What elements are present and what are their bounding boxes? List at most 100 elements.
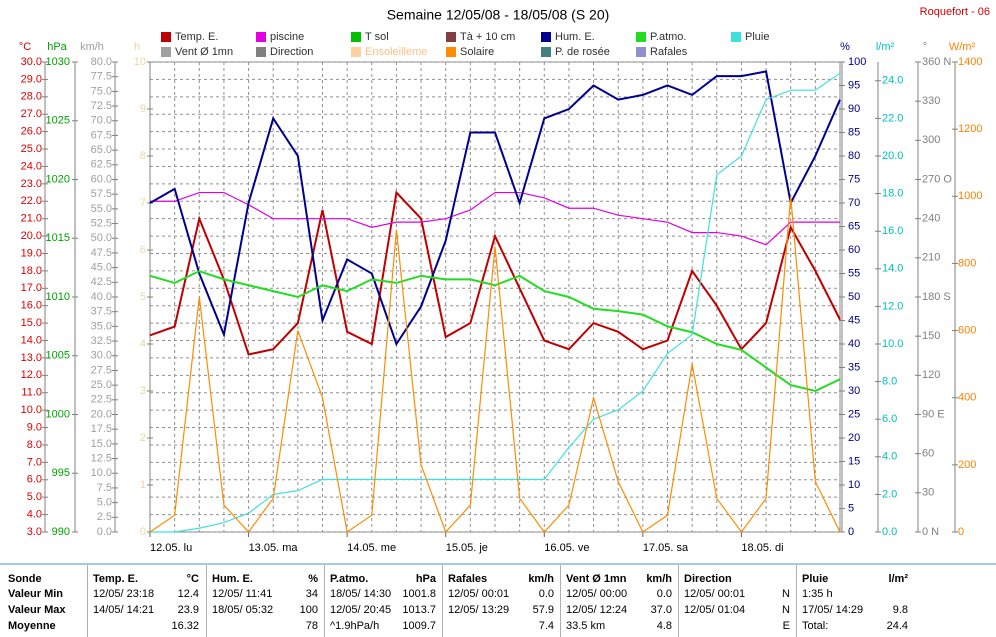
column-sep <box>678 565 679 637</box>
column-name: Vent Ø 1mn <box>566 573 627 585</box>
y-tick-label: 30 <box>922 487 934 499</box>
series-line <box>149 70 841 347</box>
x-tick-label: 15.05. je <box>446 542 488 554</box>
row-label: Valeur Max <box>8 604 66 616</box>
legend-label: Hum. E. <box>555 31 595 43</box>
y-tick-label: 9 <box>140 103 146 115</box>
y-tick-label: 75.0 <box>91 85 112 97</box>
cell-left: 12/05/ 00:01 <box>448 588 510 600</box>
y-tick-label: 28.0 <box>21 91 42 103</box>
series-line <box>149 196 841 534</box>
cell-left: 12/05/ 11:41 <box>212 588 273 600</box>
legend-swatch <box>541 47 551 57</box>
y-tick-label: 400 <box>958 392 976 404</box>
cell-left: 33.5 km <box>566 620 606 632</box>
y-tick-label: 800 <box>958 257 976 269</box>
legend-label: P.atmo. <box>650 31 687 43</box>
legend-swatch <box>446 32 456 42</box>
x-tick-label: 17.05. sa <box>643 542 689 554</box>
column-unit: km/h <box>528 573 554 585</box>
y-tick-label: 120 <box>922 369 940 381</box>
y-tick-label: 27.5 <box>91 364 112 376</box>
y-tick-label: 70 <box>848 197 860 209</box>
axis-unit: hPa <box>47 41 67 53</box>
y-tick-label: 10.0 <box>91 467 112 479</box>
y-tick-label: 18.0 <box>21 265 42 277</box>
y-tick-label: 65 <box>848 220 860 232</box>
x-tick-label: 16.05. ve <box>544 542 589 554</box>
y-tick-label: 5 <box>848 502 854 514</box>
legend-label: Tà + 10 cm <box>460 31 515 43</box>
y-tick-label: 16.0 <box>882 225 903 237</box>
y-tick-label: 1015 <box>46 232 70 244</box>
legend-label: T sol <box>365 31 389 43</box>
y-tick-label: 7 <box>140 197 146 209</box>
y-tick-label: 240 <box>922 213 940 225</box>
column-name: Temp. E. <box>93 573 139 585</box>
y-tick-label: 1025 <box>46 115 70 127</box>
y-tick-label: 990 <box>52 526 70 538</box>
cell-left: ^1.9hPa/h <box>330 620 380 632</box>
axis-unit: ° <box>923 41 927 53</box>
row-label: Valeur Min <box>8 588 64 600</box>
y-tick-label: 20.0 <box>21 230 42 242</box>
y-tick-label: 180 S <box>922 291 951 303</box>
y-tick-label: 8.0 <box>882 376 897 388</box>
series-line <box>149 270 841 393</box>
axis-unit: km/h <box>80 41 104 53</box>
cell-left: 12/05/ 12:24 <box>566 604 628 616</box>
y-tick-label: 10.0 <box>21 404 42 416</box>
y-tick-label: 17.5 <box>91 423 112 435</box>
y-tick-label: 50.0 <box>91 232 112 244</box>
y-tick-label: 995 <box>52 467 70 479</box>
y-tick-label: 1030 <box>46 56 70 68</box>
y-tick-label: 20.0 <box>91 408 112 420</box>
column-unit: km/h <box>646 573 672 585</box>
y-tick-label: 5 <box>140 291 146 303</box>
axis-unit: l/m² <box>876 41 895 53</box>
cell-right: 0.0 <box>656 588 672 600</box>
cell-left: 1:35 h <box>802 588 833 600</box>
column-name: P.atmo. <box>330 573 369 585</box>
y-tick-label: 30.0 <box>21 56 42 68</box>
column-unit: l/m² <box>888 573 908 585</box>
y-tick-label: 330 <box>922 95 940 107</box>
y-tick-label: 24.0 <box>882 75 903 87</box>
cell-left: 12/05/ 01:04 <box>684 604 746 616</box>
cell-right: 4.8 <box>656 620 672 632</box>
cell-right: 9.8 <box>892 604 908 616</box>
y-tick-label: 0 <box>958 526 964 538</box>
y-tick-label: 12.0 <box>882 300 903 312</box>
y-tick-label: 11.0 <box>21 387 42 399</box>
legend-swatch <box>161 32 171 42</box>
legend-swatch <box>161 47 171 57</box>
y-tick-label: 52.5 <box>91 217 112 229</box>
y-tick-label: 30.0 <box>91 350 112 362</box>
cell-right: 37.0 <box>650 604 672 616</box>
y-tick-label: 15.0 <box>21 317 42 329</box>
y-tick-label: 35 <box>848 361 860 373</box>
y-tick-label: 50 <box>848 291 860 303</box>
y-tick-label: 17.0 <box>21 282 42 294</box>
y-tick-label: 4 <box>140 338 146 350</box>
legend-label: Pluie <box>745 31 769 43</box>
legend-swatch <box>636 32 646 42</box>
y-tick-label: 10.0 <box>882 338 903 350</box>
y-tick-label: 10 <box>134 56 146 68</box>
y-tick-label: 2.5 <box>97 511 112 523</box>
column-name: Hum. E. <box>212 573 253 585</box>
y-tick-label: 0.0 <box>882 526 897 538</box>
y-tick-label: 90 E <box>922 408 945 420</box>
y-tick-label: 270 O <box>922 173 952 185</box>
y-tick-label: 1010 <box>46 291 70 303</box>
cell-right: 1009.7 <box>402 620 436 632</box>
cell-left: 12/05/ 00:01 <box>684 588 746 600</box>
y-tick-label: 12.0 <box>21 369 42 381</box>
column-unit: % <box>308 573 318 585</box>
y-tick-label: 300 <box>922 134 940 146</box>
y-tick-label: 0 <box>140 526 146 538</box>
y-tick-label: 90 <box>848 103 860 115</box>
y-tick-label: 23.0 <box>21 178 42 190</box>
cell-left: 18/05/ 14:30 <box>330 588 392 600</box>
legend-swatch <box>541 32 551 42</box>
